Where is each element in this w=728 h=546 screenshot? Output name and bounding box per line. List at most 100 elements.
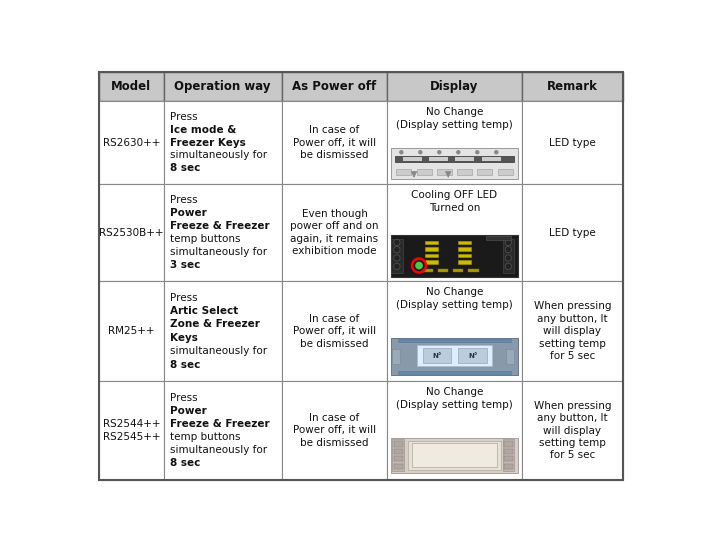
Circle shape: [505, 263, 512, 270]
Circle shape: [394, 246, 400, 253]
Text: Artic Select: Artic Select: [170, 306, 238, 316]
Text: In case of
Power off, it will
be dismissed: In case of Power off, it will be dismiss…: [293, 314, 376, 348]
Bar: [394, 449, 403, 454]
Text: N°: N°: [468, 353, 478, 359]
Text: RS2544++
RS2545++: RS2544++ RS2545++: [103, 419, 160, 442]
Bar: [425, 247, 438, 251]
Bar: [164, 184, 282, 281]
Bar: [392, 349, 400, 364]
Text: Zone & Freezer: Zone & Freezer: [170, 319, 260, 329]
Text: Model: Model: [111, 80, 151, 93]
Bar: [282, 184, 387, 281]
Bar: [457, 169, 472, 175]
Text: Cooling OFF LED
Turned on: Cooling OFF LED Turned on: [411, 190, 497, 212]
Text: simultaneously for: simultaneously for: [170, 247, 267, 257]
Bar: [387, 101, 522, 184]
Text: In case of
Power off, it will
be dismissed: In case of Power off, it will be dismiss…: [293, 413, 376, 448]
Circle shape: [416, 263, 422, 269]
Bar: [391, 235, 518, 277]
Bar: [282, 101, 387, 184]
Bar: [456, 157, 475, 162]
Bar: [459, 247, 471, 251]
Bar: [396, 169, 411, 175]
Text: RM25++: RM25++: [108, 326, 154, 336]
Text: Freeze & Freezer: Freeze & Freezer: [170, 419, 269, 429]
Bar: [502, 440, 514, 471]
Bar: [403, 157, 422, 162]
Bar: [438, 269, 448, 272]
Text: Power: Power: [170, 406, 207, 416]
Bar: [99, 381, 164, 480]
Text: Keys: Keys: [170, 333, 198, 343]
Bar: [459, 260, 471, 264]
Text: 3 sec: 3 sec: [170, 260, 200, 270]
Text: When pressing
any button, It
will display
setting temp
for 5 sec: When pressing any button, It will displa…: [534, 401, 611, 460]
Text: LED type: LED type: [549, 138, 596, 147]
Bar: [282, 381, 387, 480]
Bar: [387, 281, 522, 381]
Circle shape: [456, 151, 460, 154]
Bar: [497, 169, 513, 175]
Bar: [391, 438, 518, 473]
Bar: [99, 72, 164, 101]
Circle shape: [505, 239, 512, 246]
Text: 8 sec: 8 sec: [170, 458, 200, 468]
Text: RS2630++: RS2630++: [103, 138, 160, 147]
Bar: [394, 441, 403, 447]
Bar: [391, 147, 518, 179]
Bar: [99, 281, 164, 381]
Bar: [423, 348, 451, 363]
Text: In case of
Power off, it will
be dismissed: In case of Power off, it will be dismiss…: [293, 125, 376, 160]
Bar: [391, 239, 403, 272]
Bar: [502, 239, 514, 272]
Bar: [504, 449, 513, 454]
Circle shape: [400, 151, 403, 154]
Bar: [504, 441, 513, 447]
Text: temp buttons: temp buttons: [170, 432, 240, 442]
Bar: [507, 349, 514, 364]
Bar: [394, 464, 403, 469]
Bar: [164, 72, 282, 101]
Bar: [478, 169, 493, 175]
Text: simultaneously for: simultaneously for: [170, 445, 267, 455]
Circle shape: [438, 151, 441, 154]
Bar: [416, 346, 493, 366]
Bar: [397, 371, 512, 375]
Bar: [522, 381, 623, 480]
Text: Even though
power off and on
again, it remains
exhibition mode: Even though power off and on again, it r…: [290, 209, 379, 256]
Bar: [164, 381, 282, 480]
Bar: [425, 253, 438, 257]
Bar: [387, 381, 522, 480]
Text: temp buttons: temp buttons: [170, 234, 240, 244]
Text: Press: Press: [170, 293, 201, 303]
Bar: [468, 269, 478, 272]
Circle shape: [394, 239, 400, 246]
Bar: [425, 241, 438, 244]
Bar: [522, 281, 623, 381]
Text: 8 sec: 8 sec: [170, 163, 200, 173]
Bar: [522, 101, 623, 184]
Bar: [164, 281, 282, 381]
Bar: [486, 236, 512, 240]
Circle shape: [394, 255, 400, 261]
Bar: [395, 156, 514, 163]
Text: When pressing
any button, It
will display
setting temp
for 5 sec: When pressing any button, It will displa…: [534, 301, 611, 361]
Bar: [387, 184, 522, 281]
Text: No Change
(Display setting temp): No Change (Display setting temp): [396, 387, 513, 410]
Bar: [459, 241, 471, 244]
Text: No Change
(Display setting temp): No Change (Display setting temp): [396, 287, 513, 310]
Text: Remark: Remark: [547, 80, 598, 93]
Text: No Change
(Display setting temp): No Change (Display setting temp): [396, 107, 513, 129]
Bar: [391, 338, 518, 375]
Bar: [454, 269, 464, 272]
Bar: [522, 184, 623, 281]
Text: Operation way: Operation way: [175, 80, 271, 93]
Bar: [387, 72, 522, 101]
Bar: [459, 348, 487, 363]
Bar: [99, 184, 164, 281]
Text: Display: Display: [430, 80, 479, 93]
Text: RS2530B++: RS2530B++: [99, 228, 164, 238]
Text: N°: N°: [432, 353, 442, 359]
Bar: [282, 281, 387, 381]
Text: simultaneously for: simultaneously for: [170, 346, 267, 356]
